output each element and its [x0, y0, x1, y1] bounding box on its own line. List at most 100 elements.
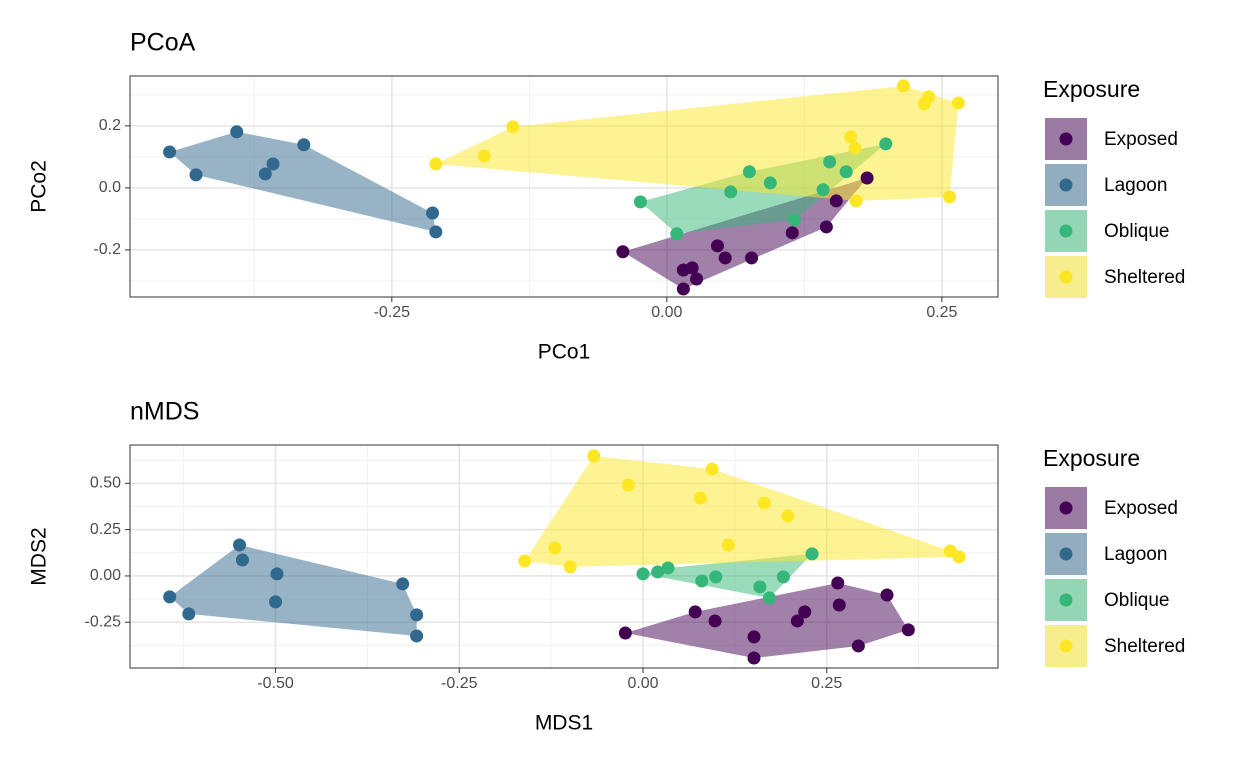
point	[819, 220, 833, 234]
panel: -0.25 0.00 0.25 0.2 0.0 -0.2 PCoA PCo1 PCo2 Expos…	[28, 29, 1186, 364]
legend-label: Sheltered	[1104, 636, 1185, 657]
point	[676, 282, 690, 296]
chart-title: nMDS	[130, 398, 199, 426]
point	[805, 547, 819, 561]
legend-label: Sheltered	[1104, 267, 1185, 288]
x-tick-label: 0.00	[651, 304, 682, 321]
y-tick-label: 0.2	[99, 117, 121, 134]
point	[951, 96, 965, 110]
point	[163, 590, 177, 604]
x-tick-label: 0.25	[926, 304, 957, 321]
point	[258, 167, 272, 181]
y-tick-label: 0.25	[90, 521, 121, 538]
point	[709, 570, 723, 584]
legend-point	[1059, 501, 1073, 515]
point	[670, 227, 684, 241]
point	[477, 149, 491, 163]
legend-point	[1059, 547, 1073, 561]
chart-title: PCoA	[130, 29, 196, 57]
point	[721, 538, 735, 552]
point	[742, 165, 756, 179]
y-tick-label: -0.2	[93, 241, 121, 258]
point	[839, 165, 853, 179]
hull	[435, 85, 959, 201]
point	[829, 194, 843, 208]
y-axis-title: MDS2	[28, 527, 51, 585]
legend-title: Exposure	[1043, 76, 1140, 102]
point	[651, 565, 665, 579]
panel: -0.50 -0.25 0.00 0.25 0.50 0.25 0.00 -0.25 nMDS M…	[28, 398, 1186, 735]
x-axis-title: PCo1	[538, 341, 591, 364]
legend-label: Lagoon	[1104, 175, 1167, 196]
point	[718, 251, 732, 265]
point	[724, 185, 738, 199]
x-tick-label: -0.50	[257, 675, 294, 692]
point	[745, 251, 759, 265]
x-tick-label: 0.25	[811, 675, 842, 692]
point	[693, 491, 707, 505]
legend-point	[1059, 639, 1073, 653]
point	[747, 630, 761, 644]
point	[266, 157, 280, 171]
point	[235, 553, 249, 567]
point	[429, 157, 443, 171]
legend-label: Oblique	[1104, 590, 1170, 611]
point	[943, 190, 957, 204]
point	[690, 272, 704, 286]
legend-label: Exposed	[1104, 129, 1178, 150]
point	[270, 567, 284, 581]
point	[688, 605, 702, 619]
point	[879, 137, 893, 151]
point	[705, 462, 719, 476]
point	[710, 239, 724, 253]
hull	[169, 131, 436, 232]
point	[896, 79, 910, 93]
legend-title: Exposure	[1043, 445, 1140, 471]
point	[851, 639, 865, 653]
point	[848, 141, 862, 155]
legend-point	[1059, 178, 1073, 192]
legend-point	[1059, 224, 1073, 238]
point	[860, 171, 874, 185]
legend-label: Exposed	[1104, 498, 1178, 519]
point	[922, 90, 936, 104]
point	[823, 155, 837, 169]
legend-point	[1059, 132, 1073, 146]
point	[787, 213, 801, 227]
x-tick-label: 0.00	[627, 675, 658, 692]
point	[781, 509, 795, 523]
point	[518, 554, 532, 568]
point	[880, 588, 894, 602]
point	[621, 478, 635, 492]
point	[563, 560, 577, 574]
plot-border	[129, 75, 999, 298]
point	[798, 605, 812, 619]
y-axis-title: PCo2	[28, 160, 51, 213]
point	[763, 176, 777, 190]
y-tick-label: 0.0	[99, 179, 121, 196]
y-tick-label: 0.00	[90, 567, 121, 584]
point	[757, 496, 771, 510]
point	[901, 623, 915, 637]
point	[230, 125, 244, 139]
legend-point	[1059, 593, 1073, 607]
point	[297, 138, 311, 152]
point	[426, 206, 440, 220]
point	[189, 168, 203, 182]
point	[548, 541, 562, 555]
point	[753, 580, 767, 594]
point	[695, 574, 709, 588]
y-tick-label: -0.25	[85, 613, 122, 630]
point	[785, 226, 799, 240]
point	[587, 449, 601, 463]
point	[747, 651, 761, 665]
point	[182, 607, 196, 621]
point	[661, 561, 675, 575]
point	[636, 567, 650, 581]
point	[429, 225, 443, 239]
point	[762, 591, 776, 605]
hull	[169, 545, 417, 636]
x-tick-label: -0.25	[441, 675, 478, 692]
x-axis-title: MDS1	[535, 712, 593, 735]
